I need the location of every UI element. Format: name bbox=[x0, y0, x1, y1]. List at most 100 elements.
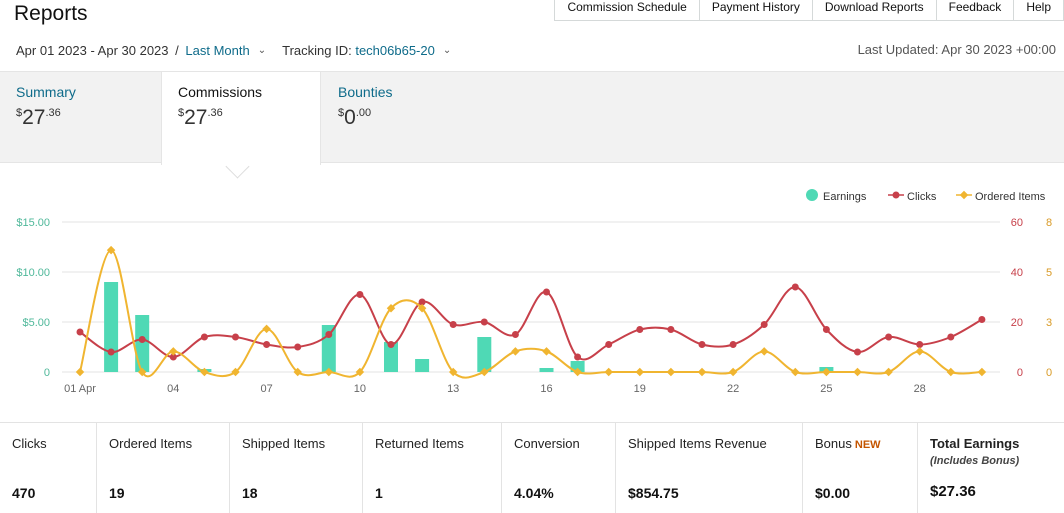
commission-schedule-button[interactable]: Commission Schedule bbox=[554, 0, 700, 21]
tracking-id-selector[interactable]: Tracking ID: tech06b65-20 bbox=[282, 43, 435, 58]
clicks-point bbox=[947, 333, 955, 341]
feedback-button[interactable]: Feedback bbox=[936, 0, 1015, 21]
date-range-separator: / bbox=[175, 43, 179, 58]
stat-label: Total Earnings bbox=[930, 436, 1020, 451]
tab-commissions[interactable]: Commissions $27.36 bbox=[161, 72, 321, 165]
ordered-items-point bbox=[604, 367, 613, 377]
stat-returned-items: Returned Items 1 bbox=[363, 423, 502, 513]
x-tick-label: 04 bbox=[167, 383, 179, 395]
clicks-point bbox=[511, 331, 519, 338]
stat-label: Clicks bbox=[12, 436, 47, 451]
earnings-bar bbox=[477, 337, 492, 372]
ordered-items-point bbox=[946, 367, 956, 377]
x-tick-label: 10 bbox=[354, 383, 366, 395]
ordered-items-point bbox=[480, 367, 489, 377]
earnings-bar bbox=[570, 361, 585, 372]
amount-cents: .00 bbox=[355, 107, 372, 119]
date-range-text: Apr 01 2023 - Apr 30 2023 bbox=[16, 43, 169, 58]
tab-bounties[interactable]: Bounties $0.00 bbox=[322, 72, 482, 162]
x-tick-label: 22 bbox=[727, 383, 739, 395]
ordered-items-point bbox=[169, 347, 178, 356]
amount-cents: .36 bbox=[207, 107, 223, 119]
chevron-down-icon[interactable]: ⌄ bbox=[442, 45, 452, 56]
clicks-point bbox=[76, 328, 84, 336]
clicks-point bbox=[325, 331, 333, 338]
ordered-items-point bbox=[977, 367, 987, 377]
stats-row: Clicks 470 Ordered Items 19 Shipped Item… bbox=[0, 422, 1064, 513]
stat-label: Shipped Items Revenue bbox=[628, 436, 767, 451]
clicks-point bbox=[760, 321, 768, 328]
stat-label: Shipped Items bbox=[242, 436, 326, 451]
chart-svg: $15.00 60 8 $10.00 40 5 $5.00 20 3 0 0 0 01 Apr 04 07 1… bbox=[16, 189, 1052, 395]
x-tick-label: 25 bbox=[820, 383, 832, 395]
ordered-items-point bbox=[262, 324, 271, 334]
ordered-items-point bbox=[448, 367, 458, 377]
stat-bonus: Bonus NEW $0.00 bbox=[803, 423, 918, 513]
y-left-tick-label: $5.00 bbox=[22, 317, 50, 329]
stat-shipped-revenue: Shipped Items Revenue $854.75 bbox=[616, 423, 803, 513]
y-right1-tick-label: 0 bbox=[1017, 367, 1023, 379]
amount-cents: .36 bbox=[45, 107, 61, 119]
chevron-down-icon[interactable]: ⌄ bbox=[257, 45, 267, 56]
clicks-point bbox=[107, 348, 115, 356]
currency-symbol: $ bbox=[338, 107, 345, 119]
stat-label: Bonus NEW bbox=[815, 436, 907, 451]
clicks-point bbox=[822, 326, 830, 333]
ordered-items-point bbox=[853, 367, 862, 377]
clicks-point bbox=[729, 341, 737, 348]
commissions-chart: $15.00 60 8 $10.00 40 5 $5.00 20 3 0 0 0 01 Apr 04 07 1… bbox=[0, 175, 1064, 405]
report-filters: Apr 01 2023 - Apr 30 2023 / Last Month ⌄… bbox=[16, 43, 467, 58]
clicks-point bbox=[263, 341, 271, 348]
clicks-point bbox=[916, 341, 924, 348]
stat-value: $0.00 bbox=[815, 485, 851, 501]
y-left-tick-label: $10.00 bbox=[16, 267, 50, 279]
clicks-point bbox=[791, 283, 799, 291]
stat-label: Conversion bbox=[514, 436, 580, 451]
tab-bounties-label: Bounties bbox=[338, 84, 393, 100]
ordered-items-point bbox=[231, 367, 240, 377]
ordered-items-point bbox=[728, 367, 738, 377]
legend-clicks-marker bbox=[892, 191, 900, 199]
legend-ordered-label: Ordered Items bbox=[975, 191, 1046, 203]
amount-whole: 0 bbox=[344, 106, 356, 129]
clicks-point bbox=[294, 343, 302, 351]
ordered-items-point bbox=[542, 347, 551, 356]
legend-earnings-label: Earnings bbox=[823, 191, 867, 203]
x-tick-label: 16 bbox=[540, 383, 552, 395]
help-button[interactable]: Help bbox=[1014, 0, 1064, 21]
clicks-point bbox=[356, 291, 364, 298]
clicks-point bbox=[449, 321, 457, 328]
ordered-items-point bbox=[666, 367, 676, 377]
clicks-point bbox=[480, 318, 488, 326]
ordered-items-line bbox=[79, 249, 982, 379]
stat-note: (Includes Bonus) bbox=[930, 455, 1020, 467]
payment-history-button[interactable]: Payment History bbox=[699, 0, 813, 21]
stat-value: 470 bbox=[12, 485, 36, 501]
clicks-point bbox=[169, 353, 177, 361]
tab-summary[interactable]: Summary $27.36 bbox=[0, 72, 162, 162]
tab-summary-amount: $27.36 bbox=[16, 106, 146, 130]
currency-symbol: $ bbox=[16, 107, 23, 119]
y-left-tick-label: $15.00 bbox=[16, 217, 50, 229]
x-tick-label: 01 Apr bbox=[64, 383, 96, 395]
currency-symbol: $ bbox=[178, 107, 185, 119]
ordered-items-point bbox=[386, 304, 396, 313]
earnings-bar bbox=[384, 342, 398, 372]
y-right2-tick-label: 5 bbox=[1046, 267, 1052, 279]
ordered-items-point bbox=[759, 347, 769, 356]
stat-clicks: Clicks 470 bbox=[0, 423, 97, 513]
stat-value: 1 bbox=[375, 485, 383, 501]
legend-ordered-marker bbox=[959, 190, 969, 200]
tab-commissions-amount: $27.36 bbox=[178, 106, 304, 130]
earnings-bar bbox=[415, 359, 430, 372]
ordered-items-point bbox=[137, 367, 147, 377]
date-range-selector[interactable]: Apr 01 2023 - Apr 30 2023 / Last Month bbox=[16, 43, 250, 58]
ordered-items-point bbox=[75, 367, 85, 377]
download-reports-button[interactable]: Download Reports bbox=[812, 0, 937, 21]
ordered-items-point bbox=[511, 347, 520, 356]
clicks-point bbox=[232, 333, 239, 341]
clicks-point bbox=[605, 341, 613, 348]
date-preset-text: Last Month bbox=[185, 43, 250, 58]
ordered-items-point bbox=[355, 367, 365, 377]
ordered-items-point bbox=[697, 367, 707, 377]
